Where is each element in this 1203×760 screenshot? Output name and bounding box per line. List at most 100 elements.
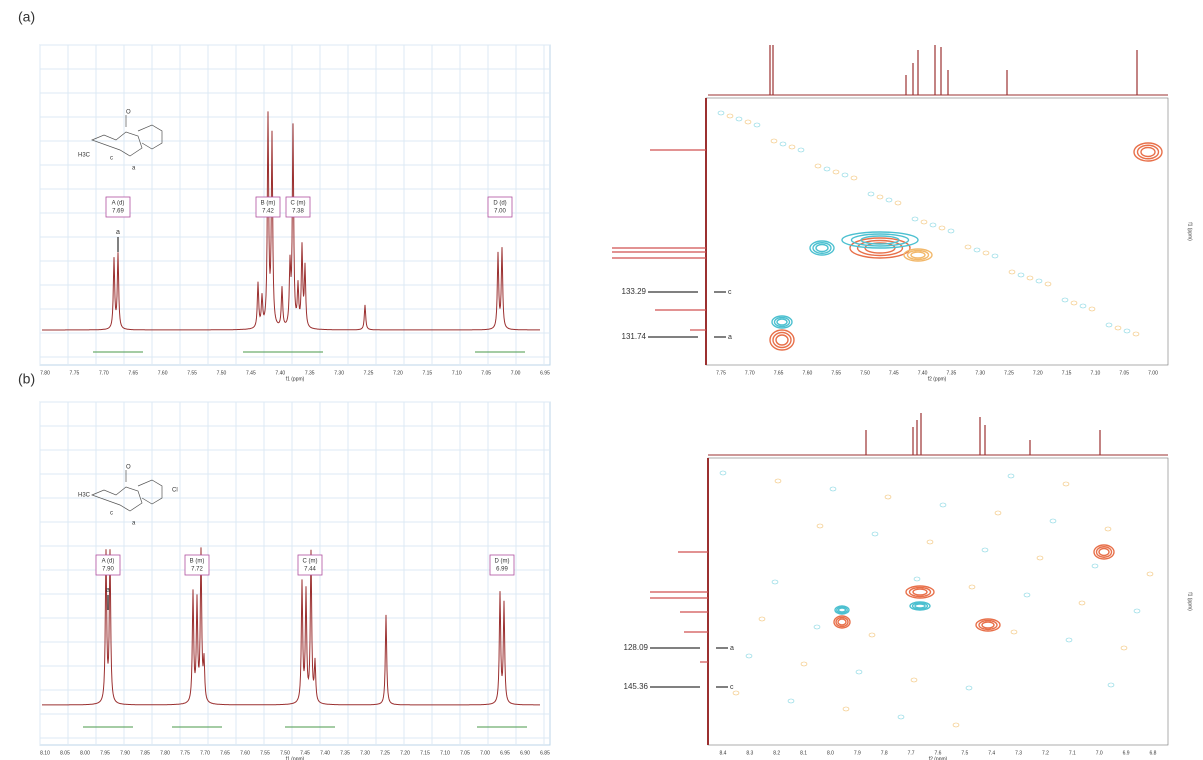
hsqc-x-tick-label: 7.55	[831, 370, 841, 376]
x-tick-label: 7.45	[300, 750, 310, 756]
structure-methyl: H3C	[78, 153, 91, 159]
atom-annotation: a	[728, 334, 732, 341]
noise-contour	[774, 478, 782, 484]
contour	[835, 616, 849, 628]
hsqc-x-tick-label: 7.05	[1119, 370, 1129, 376]
shift-annotation: 145.36	[624, 682, 649, 691]
hsqc-x-tick-label: 7.7	[908, 750, 915, 756]
contour	[834, 605, 850, 615]
noise-contour	[929, 222, 937, 228]
noise-contour	[911, 216, 919, 222]
noise-contour	[1104, 526, 1112, 532]
contour	[860, 235, 900, 245]
noise-contour	[982, 250, 990, 256]
x-tick-label: 7.35	[340, 750, 350, 756]
noise-contour	[981, 547, 989, 553]
contour	[905, 585, 935, 599]
noise-contour	[797, 147, 805, 153]
peak-name: D (m)	[495, 559, 510, 565]
hsqc-x-tick-label: 8.1	[800, 750, 807, 756]
noise-contour	[800, 661, 808, 667]
noise-contour	[947, 228, 955, 234]
noise-contour	[926, 539, 934, 545]
structure-atom: c	[110, 156, 113, 162]
noise-contour	[1008, 269, 1016, 275]
contour	[911, 602, 929, 610]
noise-contour	[1146, 571, 1154, 577]
x-tick-label: 7.30	[360, 750, 370, 756]
peak-shift: 7.90	[102, 567, 114, 573]
noise-contour	[758, 616, 766, 622]
noise-contour	[1062, 481, 1070, 487]
contour	[776, 318, 788, 326]
noise-contour	[894, 200, 902, 206]
noise-contour	[1049, 518, 1057, 524]
peak-label-box	[255, 196, 281, 218]
peak-label-box	[297, 554, 323, 576]
hsqc-x-tick-label: 7.2	[1042, 750, 1049, 756]
noise-contour	[771, 579, 779, 585]
x-tick-label: 7.80	[40, 370, 50, 376]
x-tick-label: 7.55	[187, 370, 197, 376]
contour	[833, 615, 851, 629]
noise-contour	[779, 141, 787, 147]
hsqc-y-axis-label: f1 (ppm)	[1187, 592, 1193, 611]
hsqc-x-axis-label: f2 (ppm)	[929, 756, 948, 760]
noise-contour	[726, 113, 734, 119]
contour	[978, 619, 998, 631]
noise-contour	[884, 494, 892, 500]
noise-contour	[1120, 645, 1128, 651]
hsqc-x-tick-label: 7.10	[1091, 370, 1101, 376]
noise-contour	[1105, 322, 1113, 328]
peak-label-box	[489, 554, 515, 576]
hsqc-x-tick-label: 7.60	[803, 370, 813, 376]
x-tick-label: 7.20	[400, 750, 410, 756]
peak-shift: 7.38	[292, 209, 304, 215]
hsqc-x-tick-label: 7.40	[918, 370, 928, 376]
contour	[981, 621, 995, 629]
structure-atom: O	[126, 465, 131, 471]
x-tick-label: 7.30	[334, 370, 344, 376]
x-tick-label: 7.95	[100, 750, 110, 756]
x-tick-label: 7.55	[260, 750, 270, 756]
noise-contour	[952, 722, 960, 728]
noise-contour	[1070, 300, 1078, 306]
noise-contour	[867, 191, 875, 197]
noise-contour	[913, 576, 921, 582]
shift-annotation: 133.29	[622, 287, 647, 296]
contour	[841, 231, 919, 249]
noise-contour	[770, 138, 778, 144]
noise-contour	[719, 470, 727, 476]
hsqc-x-tick-label: 7.35	[947, 370, 957, 376]
noise-contour	[823, 166, 831, 172]
noise-contour	[717, 110, 725, 116]
noise-contour	[732, 690, 740, 696]
noise-contour	[939, 502, 947, 508]
noise-contour	[1132, 331, 1140, 337]
x-tick-label: 7.05	[460, 750, 470, 756]
noise-contour	[1114, 325, 1122, 331]
x-tick-label: 8.00	[80, 750, 90, 756]
noise-contour	[816, 523, 824, 529]
x-tick-label: 7.65	[128, 370, 138, 376]
contour	[912, 588, 928, 596]
peak-name: A (d)	[112, 201, 125, 207]
x-tick-label: 6.95	[540, 370, 550, 376]
x-tick-label: 6.90	[520, 750, 530, 756]
hsqc-x-tick-label: 8.4	[720, 750, 727, 756]
noise-contour	[1133, 608, 1141, 614]
peak-marker: a	[116, 229, 120, 236]
noise-contour	[965, 685, 973, 691]
contour	[908, 586, 932, 598]
x-tick-label: 7.00	[480, 750, 490, 756]
peak-name: D (d)	[493, 201, 506, 207]
noise-contour	[1107, 682, 1115, 688]
x-tick-label: 7.80	[160, 750, 170, 756]
hsqc-x-tick-label: 7.00	[1148, 370, 1158, 376]
noise-contour	[842, 706, 850, 712]
hsqc-x-tick-label: 7.65	[774, 370, 784, 376]
noise-contour	[1078, 600, 1086, 606]
contour	[812, 242, 832, 254]
noise-contour	[1091, 563, 1099, 569]
